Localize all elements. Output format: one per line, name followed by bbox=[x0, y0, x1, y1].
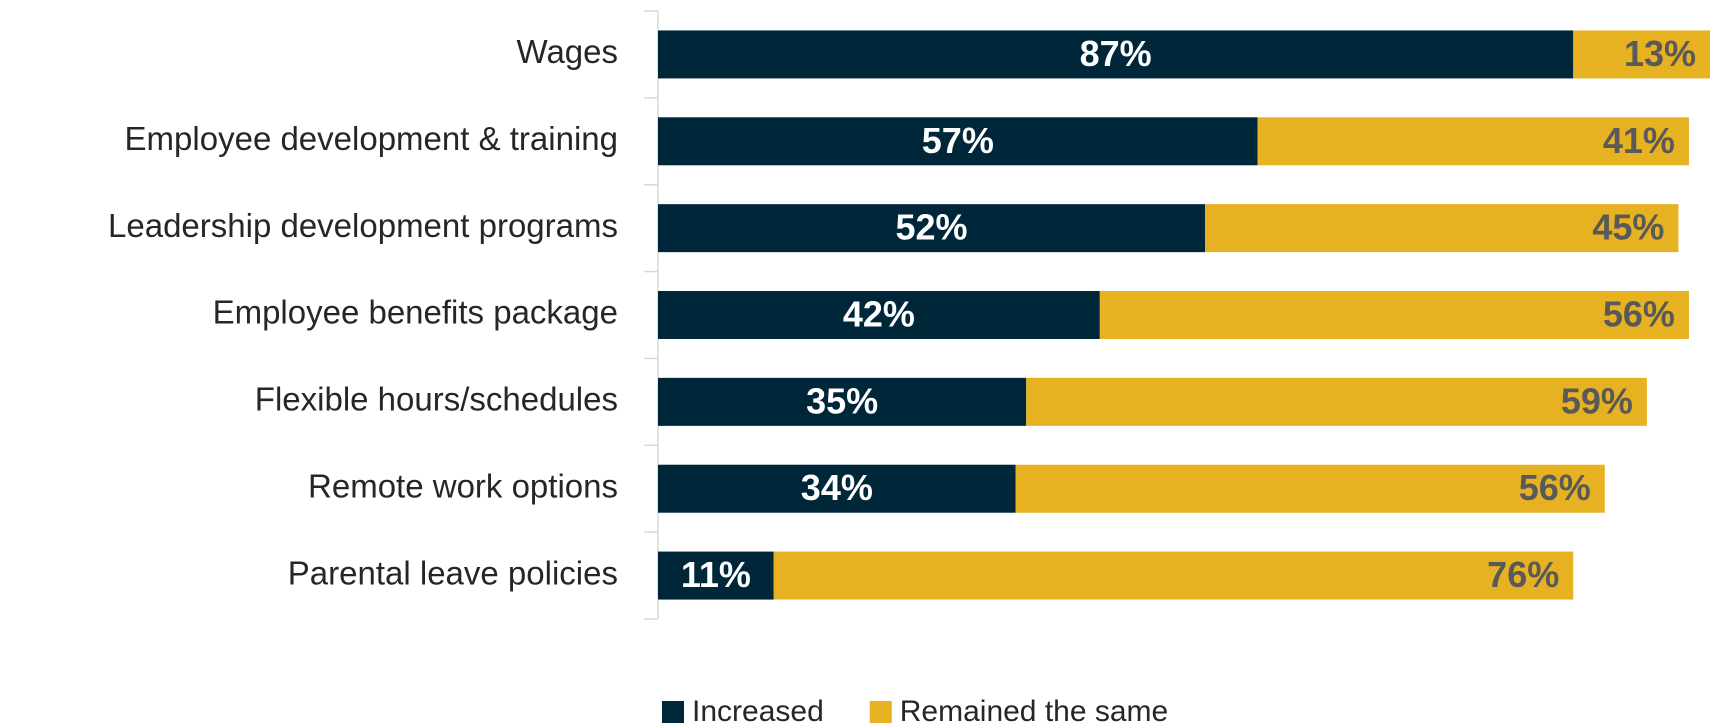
value-label: 87% bbox=[1080, 33, 1152, 74]
legend-label: Remained the same bbox=[900, 695, 1168, 726]
bar-segment bbox=[658, 204, 1206, 253]
value-label: 11% bbox=[681, 554, 751, 595]
value-label: 41% bbox=[1603, 120, 1675, 161]
value-label: 45% bbox=[1592, 207, 1664, 248]
bar-segment bbox=[1573, 30, 1710, 79]
category-label: Wages bbox=[517, 33, 618, 70]
legend-label: Increased bbox=[692, 695, 824, 726]
bar-segment bbox=[658, 551, 774, 600]
category-label: Employee benefits package bbox=[213, 294, 618, 331]
bar-segment bbox=[658, 377, 1027, 426]
bar-segment bbox=[658, 117, 1258, 166]
bar-segment bbox=[773, 551, 1574, 600]
bar-segment bbox=[1026, 377, 1647, 426]
value-label: 35% bbox=[806, 380, 878, 421]
bar-segment bbox=[1099, 291, 1689, 339]
category-label: Remote work options bbox=[308, 467, 618, 504]
bar-segment bbox=[658, 291, 1100, 339]
value-label: 56% bbox=[1603, 294, 1675, 335]
value-label: 42% bbox=[843, 294, 915, 335]
value-label: 34% bbox=[801, 467, 873, 508]
value-label: 56% bbox=[1519, 467, 1591, 508]
value-label: 59% bbox=[1561, 380, 1633, 421]
bar-segment bbox=[1015, 464, 1605, 513]
category-label: Employee development & training bbox=[125, 120, 618, 157]
legend-swatch bbox=[869, 701, 892, 723]
legend-swatch bbox=[662, 701, 684, 723]
category-label: Flexible hours/schedules bbox=[255, 381, 618, 418]
bar-segment bbox=[1205, 204, 1679, 253]
value-label: 52% bbox=[895, 207, 967, 248]
value-label: 13% bbox=[1624, 33, 1696, 74]
value-label: 57% bbox=[922, 120, 994, 161]
bar-segment bbox=[658, 30, 1574, 79]
bar-segment bbox=[658, 464, 1016, 513]
value-label: 76% bbox=[1487, 554, 1559, 595]
bar-segment bbox=[1257, 117, 1689, 166]
category-label: Leadership development programs bbox=[108, 207, 618, 244]
category-label: Parental leave policies bbox=[288, 554, 618, 591]
